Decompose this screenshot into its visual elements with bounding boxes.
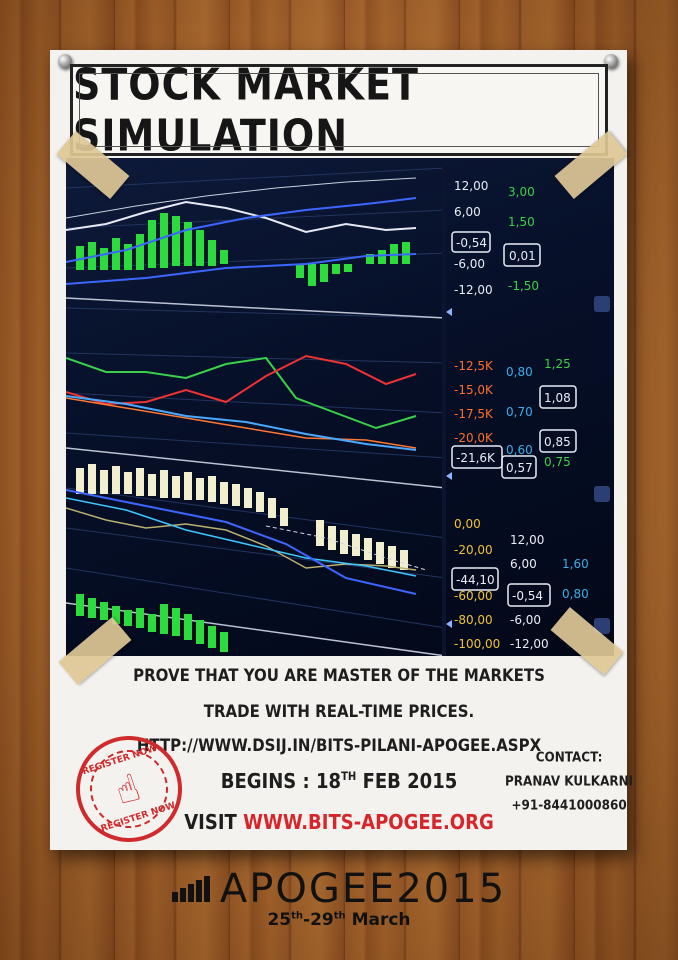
axis-label: 0,70: [506, 405, 533, 419]
axis-label: -6,00: [510, 613, 541, 627]
axis-label: -20,00: [454, 543, 493, 557]
begins-date: BEGINS : 18TH FEB 2015: [0, 769, 678, 793]
axis-label: -17,5K: [454, 407, 494, 421]
begins-sup: TH: [341, 770, 357, 784]
axis-label: 0,80: [562, 587, 589, 601]
boxed-value: -0,54: [512, 589, 543, 603]
axis-label: -1,50: [508, 279, 539, 293]
visit-label: VISIT: [184, 810, 237, 835]
begins-day: 18: [316, 769, 342, 794]
date-end-sup: th: [333, 910, 346, 922]
boxed-value: -0,54: [456, 236, 487, 250]
axis-label: 1,60: [562, 557, 589, 571]
axis-label: -80,00: [454, 613, 493, 627]
website-link[interactable]: WWW.BITS-APOGEE.ORG: [243, 810, 494, 835]
axis-label: 1,25: [544, 357, 571, 371]
axis-label: -6,00: [454, 257, 485, 271]
axis-label: -12,5K: [454, 359, 494, 373]
contact-label: CONTACT:: [535, 749, 603, 765]
axis-label: 12,00: [510, 533, 544, 547]
boxed-value: 0,85: [544, 435, 571, 449]
apogee-logo-icon: [171, 876, 210, 902]
axis-label: -15,0K: [454, 383, 494, 397]
visit-line: VISIT WWW.BITS-APOGEE.ORG: [0, 810, 678, 834]
stock-chart-photo: 12,00 6,00 -6,00 -12,00 -0,54 0,01 3,00 …: [66, 158, 614, 656]
contact-name: PRANAV KULKARNI: [505, 773, 634, 789]
axis-label: 3,00: [508, 185, 535, 199]
contact-block: CONTACT: PRANAV KULKARNI +91-8441000860: [505, 745, 633, 817]
boxed-value: 0,01: [509, 249, 536, 263]
date-end: -29: [303, 910, 334, 930]
axis-label: 12,00: [454, 179, 488, 193]
stock-ticker-graphic: 12,00 6,00 -6,00 -12,00 -0,54 0,01 3,00 …: [66, 158, 610, 656]
event-dates: 25th-29th March: [0, 910, 678, 930]
axis-label: 0,75: [544, 455, 571, 469]
boxed-value: -44,10: [456, 573, 495, 587]
brand-row: APOGEE2015: [0, 866, 678, 912]
axis-label: -12,00: [454, 283, 493, 297]
page-title: STOCK MARKET SIMULATION: [73, 59, 419, 161]
registration-link[interactable]: HTTP://WWW.DSIJ.IN/BITS-PILANI-APOGEE.AS…: [136, 734, 542, 756]
tagline: PROVE THAT YOU ARE MASTER OF THE MARKETS: [133, 664, 545, 686]
brand-word: APOGEE: [219, 866, 397, 912]
begins-label: BEGINS :: [220, 769, 310, 794]
axis-label: 0,60: [506, 443, 533, 457]
contact-phone: +91-8441000860: [511, 797, 627, 813]
begins-month-year: FEB 2015: [362, 769, 458, 794]
boxed-value: 0,57: [506, 461, 533, 475]
subline: TRADE WITH REAL-TIME PRICES.: [203, 700, 475, 722]
axis-label: 1,50: [508, 215, 535, 229]
axis-label: -20,0K: [454, 431, 494, 445]
axis-label: 6,00: [510, 557, 537, 571]
footer-brand: APOGEE2015 25th-29th March: [0, 866, 678, 930]
brand-year: 2015: [396, 866, 507, 912]
title-banner: STOCK MARKET SIMULATION: [70, 59, 608, 161]
boxed-value: 1,08: [544, 391, 571, 405]
axis-label: 6,00: [454, 205, 481, 219]
date-month: March: [351, 910, 411, 930]
axis-label: 0,00: [454, 517, 481, 531]
brand-name: APOGEE2015: [220, 866, 506, 912]
axis-label: -12,00: [510, 637, 549, 651]
pushpin-icon: [58, 54, 72, 68]
axis-label: -60,00: [454, 589, 493, 603]
axis-label: 0,80: [506, 365, 533, 379]
boxed-value: -21,6K: [456, 451, 496, 465]
axis-label: -100,00: [454, 637, 500, 651]
date-start: 25: [267, 910, 292, 930]
date-start-sup: th: [291, 910, 304, 922]
